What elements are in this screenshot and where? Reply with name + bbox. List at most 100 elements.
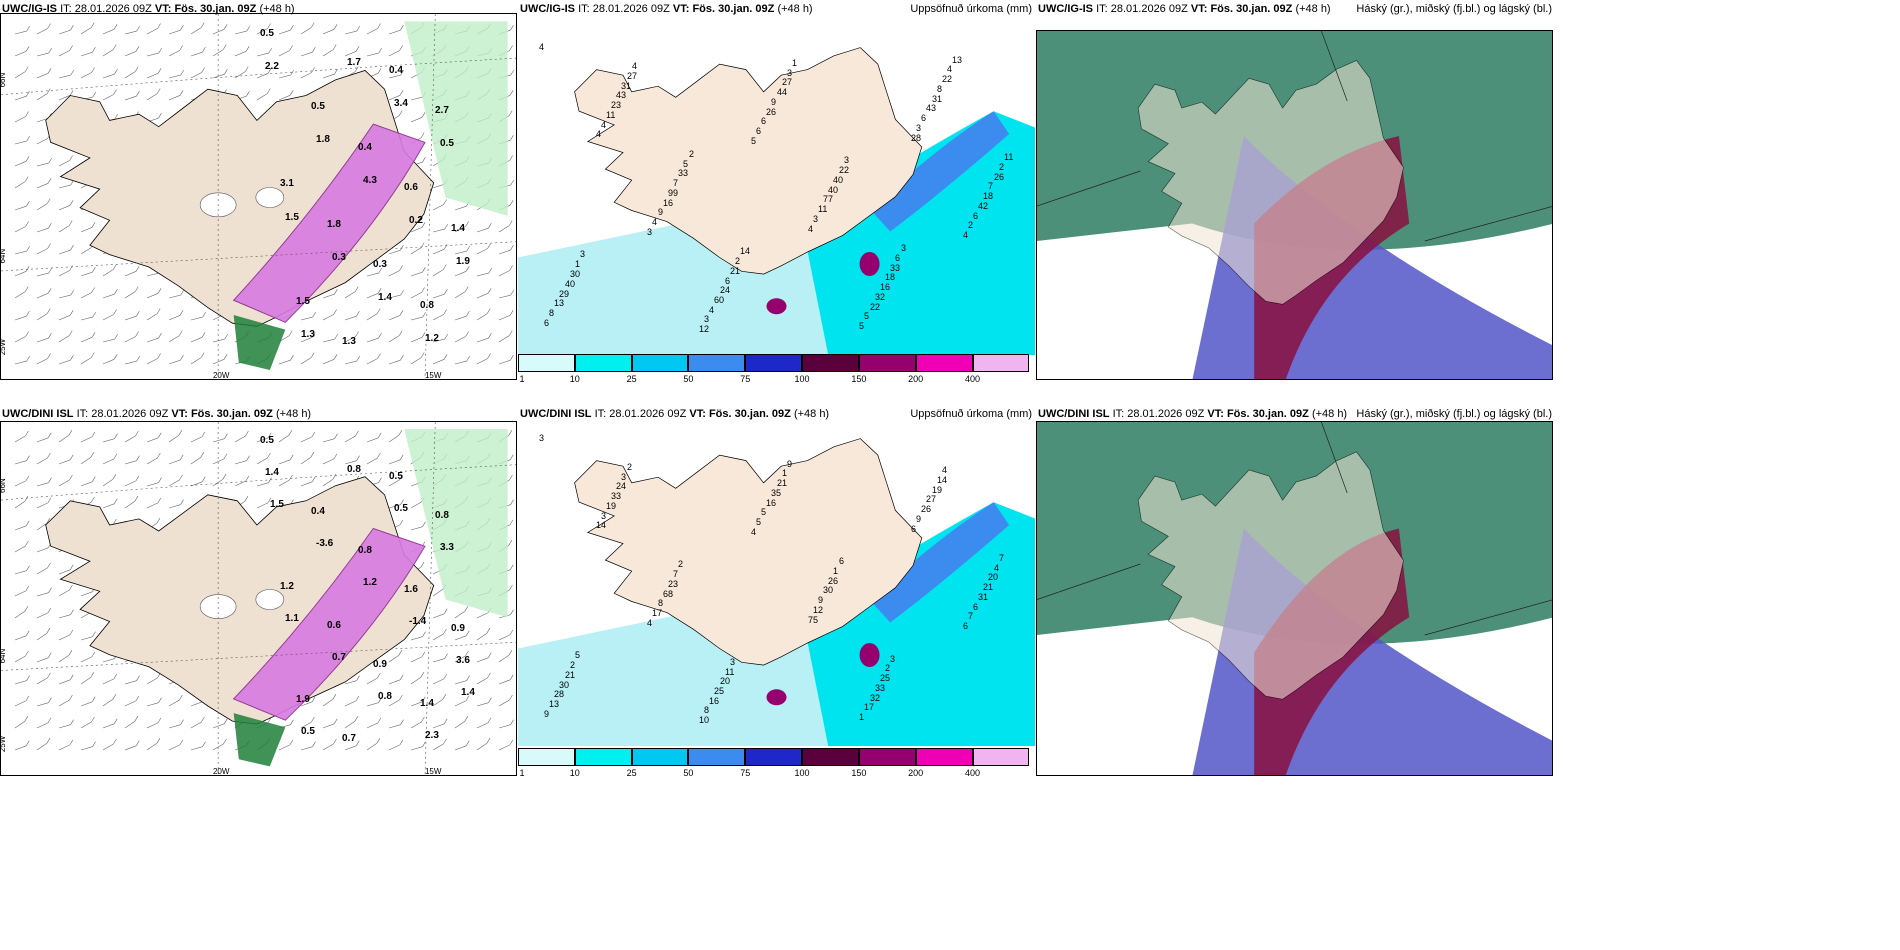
axis-label-lat_mid: 64N <box>1 249 7 264</box>
temperature-value: -3.6 <box>316 538 334 549</box>
colorbar-swatch <box>915 748 973 766</box>
panel-precip-dini: UWC/DINI ISL IT: 28.01.2026 09Z VT: Fös.… <box>518 405 1036 777</box>
temperature-value: 2.7 <box>435 105 449 116</box>
precip-value: 23 <box>611 100 621 110</box>
precip-value: 14 <box>596 520 606 530</box>
precip-value: 7 <box>673 569 678 579</box>
precip-value: 6 <box>756 126 761 136</box>
precip-value: 40 <box>828 185 838 195</box>
precip-value: 30 <box>570 269 580 279</box>
precip-value: 3 <box>813 214 818 224</box>
colorbar-tick: 200 <box>908 374 924 384</box>
map-frame[interactable]: 66N 64N 25W 20W 15W 0.5 0.9 0.8 1.4 1.6 0.5 0.9 0.8 0… <box>0 421 517 776</box>
axis-label-lon-left: 20W <box>213 371 230 380</box>
map-frame[interactable]: 66N 64N 25W 20W 15W 0.5 1.4 2.7 0.8 0.6 0.4 0.3 0.4 1… <box>0 13 517 380</box>
precip-value: 1 <box>782 468 787 478</box>
precip-value: 6 <box>911 524 916 534</box>
precip-value: 4 <box>652 217 657 227</box>
panel-precip-igis: UWC/IG-IS IT: 28.01.2026 09Z VT: Fös. 30… <box>518 0 1036 385</box>
temperature-value: 0.5 <box>260 435 274 446</box>
precip-value: 43 <box>926 103 936 113</box>
precip-value: 33 <box>678 168 688 178</box>
temperature-value: 0.5 <box>389 471 403 482</box>
precip-value: 3 <box>890 654 895 664</box>
iceland-landmass <box>1137 451 1404 700</box>
precip-value: 9 <box>818 595 823 605</box>
precip-value: 24 <box>616 481 626 491</box>
precip-value: 6 <box>963 621 968 631</box>
precip-value: 11 <box>818 204 827 214</box>
precip-value: 21 <box>730 266 740 276</box>
precip-value: 42 <box>978 201 988 211</box>
map-frame[interactable] <box>1036 30 1553 380</box>
panel-cloud-igis: UWC/IG-IS IT: 28.01.2026 09Z VT: Fös. 30… <box>1036 0 1556 385</box>
temperature-value: 0.5 <box>440 138 454 149</box>
temperature-value: 1.4 <box>461 687 475 698</box>
precip-moderate <box>802 111 1035 355</box>
temperature-value: 0.5 <box>311 101 325 112</box>
precip-value: 99 <box>668 188 678 198</box>
axis-label-lat_mid: 64N <box>1 649 7 664</box>
precip-value: 4 <box>539 42 544 52</box>
colorbar-tick: 50 <box>683 374 694 384</box>
precip-value: 3 <box>901 243 906 253</box>
temperature-value: 1.4 <box>451 223 465 234</box>
precip-value: 6 <box>973 602 978 612</box>
axis-label-lon-right: 15W <box>425 767 442 776</box>
axis-label-lat_top: 66N <box>1 73 7 88</box>
precip-value: 4 <box>947 64 952 74</box>
map-frame[interactable]: 3 4 6 10 6 4 1 14 75 9 5 7 8 9 17 17 3 12 13 5 6 16 26 8 32 19 9 28… <box>518 421 1035 746</box>
region-boundaries <box>1037 422 1552 636</box>
colorbar-swatch <box>972 748 1030 766</box>
precip-value: 3 <box>916 123 921 133</box>
map-frame[interactable]: 4 5 4 12 28 3 5 4 4 6 6 2 3 3 4 5 4 3 8 6 6 4 6 9 22 11 11 13 26 42 60… <box>518 30 1035 355</box>
colorbar-tick: 50 <box>683 768 694 777</box>
precip-value: 12 <box>813 605 823 615</box>
temperature-value: 1.3 <box>301 329 315 340</box>
precip-map: 3461064114759578917173121356162683219928… <box>518 421 1035 746</box>
precip-value: 43 <box>616 90 626 100</box>
temperature-value: 1.9 <box>456 256 470 267</box>
precip-heavy <box>869 111 1010 232</box>
panel-header: UWC/IG-IS IT: 28.01.2026 09Z VT: Fös. 30… <box>1038 3 1331 15</box>
precip-max <box>766 689 787 706</box>
precip-value: 14 <box>740 246 750 256</box>
colorbar-tick: 1 <box>519 768 525 777</box>
precip-value: 1 <box>859 712 864 722</box>
temperature-value: 0.2 <box>409 215 423 226</box>
colorbar-swatch <box>688 748 746 766</box>
precip-value: 26 <box>921 504 931 514</box>
panel-header: UWC/DINI ISL IT: 28.01.2026 09Z VT: Fös.… <box>2 408 312 420</box>
precip-value: 4 <box>751 527 756 537</box>
precip-value: 30 <box>559 680 569 690</box>
precip-value: 75 <box>808 615 818 625</box>
axis-label-lon-right: 15W <box>425 371 442 380</box>
temperature-value: 3.6 <box>456 655 470 666</box>
precip-value: 7 <box>673 178 678 188</box>
precip-value: 5 <box>761 507 766 517</box>
precip-max <box>859 643 880 667</box>
map-frame[interactable] <box>1036 421 1553 776</box>
temperature-value: 0.8 <box>420 300 434 311</box>
precip-value: 22 <box>839 165 849 175</box>
precip-value: 4 <box>596 129 601 139</box>
precip-value: 8 <box>658 598 663 608</box>
precip-value: 40 <box>833 175 843 185</box>
precip-value: 30 <box>823 585 833 595</box>
temperature-value: 0.4 <box>358 142 372 153</box>
precip-value: 32 <box>875 292 885 302</box>
precip-value: 5 <box>575 650 580 660</box>
temperature-value: 1.2 <box>280 581 294 592</box>
precip-value: 28 <box>554 689 564 699</box>
colorbar-swatch <box>802 354 859 372</box>
precip-value: 31 <box>932 94 942 104</box>
precip-value: 4 <box>647 618 652 628</box>
precip-value: 6 <box>544 318 549 328</box>
precip-value: 31 <box>621 81 631 91</box>
precip-value: 3 <box>539 433 544 443</box>
temperature-value: 0.5 <box>394 503 408 514</box>
precip-value: 3 <box>580 249 585 259</box>
temperature-value: 0.8 <box>378 691 392 702</box>
precip-value: 3 <box>730 657 735 667</box>
panel-header: UWC/DINI ISL IT: 28.01.2026 09Z VT: Fös.… <box>1038 408 1348 420</box>
